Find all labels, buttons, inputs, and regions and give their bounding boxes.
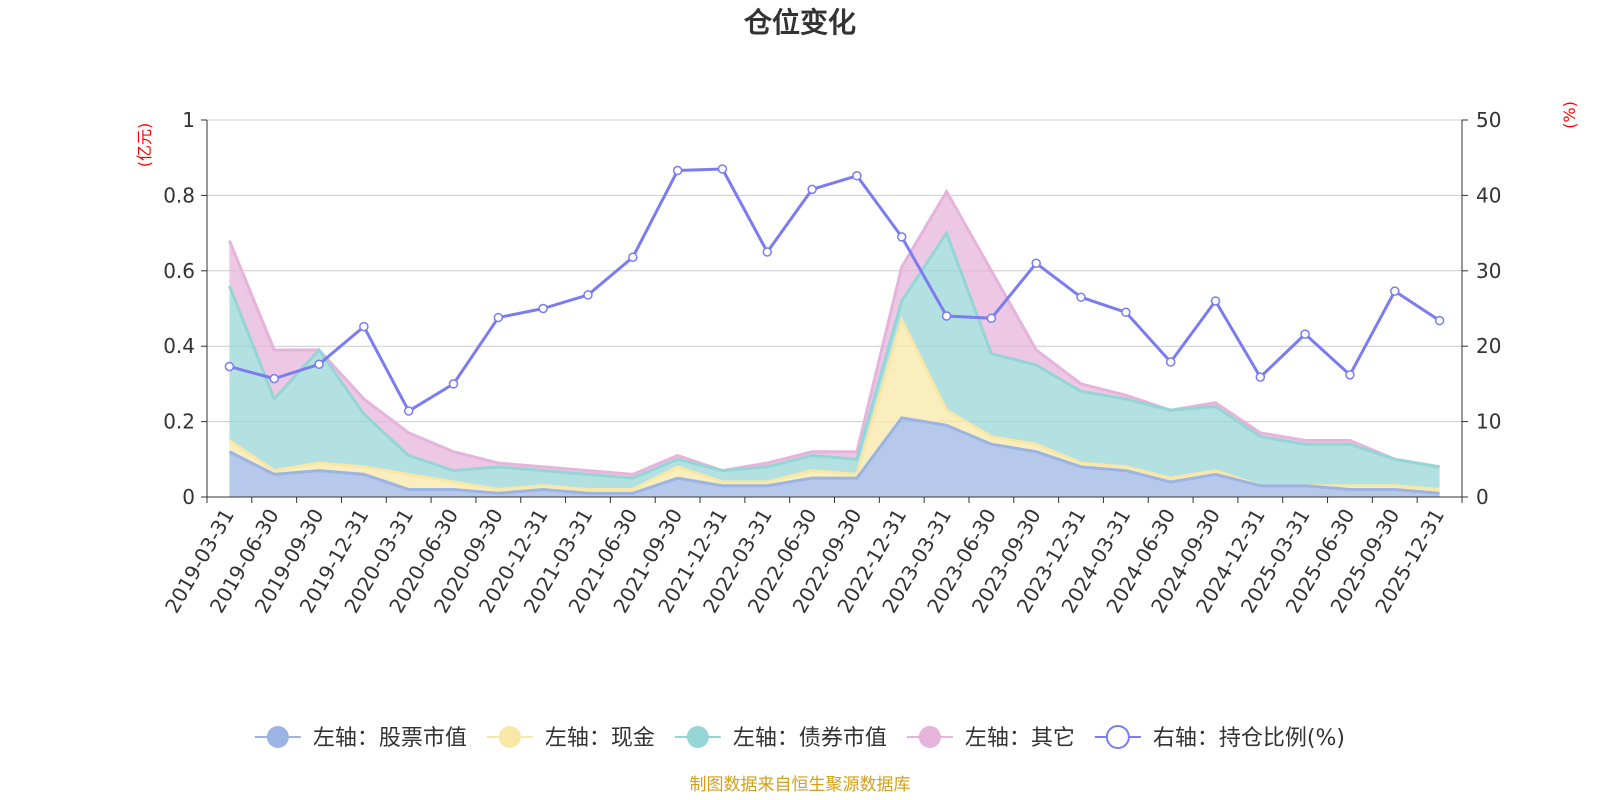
right-axis-tick-label: 10 [1476, 410, 1501, 434]
ratio-point [1255, 372, 1266, 382]
area-edge-stock [228, 416, 1440, 495]
ratio-point [403, 406, 414, 416]
legend-item-other: 左轴：其它 [906, 726, 1075, 751]
area-edge-bond [228, 229, 1440, 480]
left-axis-unit: (亿元) [135, 123, 154, 168]
ratio-point [807, 184, 817, 195]
ratio-point [941, 311, 952, 321]
left-axis-tick-label: 0.6 [163, 259, 195, 283]
area-stock [229, 417, 1440, 497]
legend-marker-icon [686, 726, 709, 748]
ratio-point [1210, 296, 1221, 306]
right-axis-tick-label: 50 [1476, 108, 1501, 132]
right-axis-tick-label: 40 [1476, 183, 1501, 207]
area-bond [229, 233, 1440, 490]
legend-label: 右轴：持仓比例(%) [1153, 726, 1345, 751]
left-axis-tick-label: 0 [182, 485, 195, 509]
left-axis-tick-label: 0.2 [163, 410, 195, 434]
chart-title: 仓位变化 [744, 6, 856, 39]
legend-label: 左轴：债券市值 [733, 726, 887, 751]
legend-marker-icon [498, 726, 521, 748]
ratio-point [269, 373, 279, 384]
ratio-point [672, 165, 683, 176]
area-edge-other [228, 188, 1440, 476]
ratio-point [852, 171, 862, 181]
right-axis-unit: (%) [1560, 101, 1579, 129]
ratio-point [986, 313, 997, 324]
legend: 左轴：股票市值 左轴：现金 左轴：债券市值 左轴：其它 右轴：持仓比例(%) [254, 725, 1345, 751]
ratio-point [1121, 307, 1131, 318]
ratio-point [359, 321, 369, 332]
legend-label: 左轴：其它 [965, 726, 1075, 751]
left-axis-tick-label: 1 [182, 108, 195, 132]
ratio-point [224, 361, 235, 372]
ratio-point [1031, 258, 1041, 269]
area-edge-cash [228, 315, 1440, 491]
ratio-line [229, 167, 1441, 413]
ratio-point [1300, 329, 1310, 339]
ratio-point [314, 359, 324, 370]
legend-label: 左轴：股票市值 [313, 726, 467, 751]
legend-item-stock: 左轴：股票市值 [254, 726, 467, 751]
right-axis-tick-label: 0 [1476, 485, 1489, 509]
ratio-point [448, 379, 459, 389]
legend-marker-icon [1105, 725, 1130, 749]
left-axis-tick-label: 0.4 [163, 334, 195, 358]
legend-marker-icon [266, 726, 289, 748]
area-layer [228, 188, 1440, 497]
ratio-point [583, 290, 593, 300]
legend-item-bond: 左轴：债券市值 [674, 726, 887, 751]
grid-layer [207, 119, 1462, 423]
legend-item-ratio: 右轴：持仓比例(%) [1094, 725, 1345, 751]
right-axis-tick-label: 20 [1476, 334, 1501, 358]
ratio-point [1076, 292, 1086, 302]
ratio-point [1345, 370, 1355, 380]
ratio-point [896, 232, 907, 242]
ratio-point [762, 247, 773, 257]
data-source-note: 制图数据来自恒生聚源数据库 [690, 775, 911, 795]
left-axis-tick-label: 0.8 [163, 183, 195, 207]
ratio-point [1165, 357, 1176, 367]
ratio-point [1390, 286, 1400, 296]
ratio-point [628, 252, 638, 262]
ratio-point [1434, 315, 1445, 326]
right-axis-tick-label: 30 [1476, 259, 1501, 283]
ratio-point [493, 312, 504, 323]
legend-marker-icon [918, 726, 941, 748]
legend-item-cash: 左轴：现金 [486, 726, 655, 751]
ratio-point [717, 164, 728, 174]
legend-label: 左轴：现金 [545, 726, 655, 751]
ratio-point [538, 303, 548, 314]
line-layer [224, 164, 1445, 416]
